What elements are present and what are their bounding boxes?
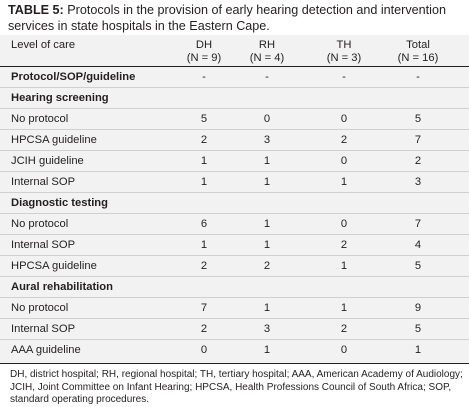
header-dh: DH (N = 9) <box>179 39 229 65</box>
table-row: HPCSA guideline 2 2 1 5 <box>0 256 469 277</box>
table-row: AAA guideline 0 1 0 1 <box>0 340 469 360</box>
cell-dh: 1 <box>200 155 208 167</box>
cell-total: 2 <box>414 155 422 167</box>
cell-rh: - <box>265 71 269 83</box>
header-rh-n: (N = 4) <box>249 52 285 64</box>
cell-dh: 1 <box>200 176 208 188</box>
cell-rh: 1 <box>263 176 271 188</box>
header-total: Total (N = 16) <box>388 39 448 65</box>
row-label: Internal SOP <box>11 239 76 251</box>
cell-rh: 1 <box>263 344 271 356</box>
row-label: Protocol/SOP/guideline <box>11 71 136 83</box>
table-row: JCIH guideline 1 1 0 2 <box>0 151 469 172</box>
table-row: No protocol 5 0 0 5 <box>0 109 469 130</box>
row-label: JCIH guideline <box>11 155 84 167</box>
cell-th: 2 <box>340 323 348 335</box>
table-footnote: DH, district hospital; RH, regional hosp… <box>10 369 463 405</box>
row-label: No protocol <box>11 218 69 230</box>
cell-th: - <box>342 71 346 83</box>
header-rh: RH (N = 4) <box>242 39 292 65</box>
cell-total: 5 <box>414 113 422 125</box>
table-row: No protocol 6 1 0 7 <box>0 214 469 235</box>
cell-rh: 2 <box>263 260 271 272</box>
header-dh-label: DH <box>195 39 213 51</box>
row-label: No protocol <box>11 302 69 314</box>
table-row: No protocol 7 1 1 9 <box>0 298 469 319</box>
cell-th: 0 <box>340 113 348 125</box>
cell-total: 1 <box>414 344 422 356</box>
table-row: HPCSA guideline 2 3 2 7 <box>0 130 469 151</box>
row-label: AAA guideline <box>11 344 81 356</box>
cell-th: 0 <box>340 344 348 356</box>
cell-dh: 1 <box>200 239 208 251</box>
cell-th: 0 <box>340 155 348 167</box>
cell-dh: - <box>202 71 206 83</box>
cell-th: 2 <box>340 134 348 146</box>
cell-th: 1 <box>340 176 348 188</box>
caption-text: Protocols in the provision of early hear… <box>8 3 446 33</box>
cell-th: 0 <box>340 218 348 230</box>
cell-rh: 1 <box>263 218 271 230</box>
cell-total: 3 <box>414 176 422 188</box>
cell-dh: 7 <box>200 302 208 314</box>
row-label: HPCSA guideline <box>11 134 97 146</box>
cell-rh: 1 <box>263 239 271 251</box>
row-label: Hearing screening <box>11 92 109 104</box>
row-label: Diagnostic testing <box>11 197 108 209</box>
cell-rh: 0 <box>263 113 271 125</box>
row-label: Aural rehabilitation <box>11 281 113 293</box>
table-row: Internal SOP 1 1 2 4 <box>0 235 469 256</box>
table-bottom-rule <box>0 363 469 364</box>
cell-rh: 3 <box>263 323 271 335</box>
header-th-label: TH <box>336 39 352 51</box>
cell-total: 7 <box>414 218 422 230</box>
cell-th: 1 <box>340 260 348 272</box>
table-caption: TABLE 5: Protocols in the provision of e… <box>8 2 463 34</box>
cell-dh: 6 <box>200 218 208 230</box>
table-row: Internal SOP 2 3 2 5 <box>0 319 469 340</box>
cell-total: 5 <box>414 260 422 272</box>
table-header-row: Level of care DH (N = 9) RH (N = 4) TH (… <box>0 35 469 67</box>
cell-total: 4 <box>414 239 422 251</box>
row-label: Internal SOP <box>11 323 76 335</box>
cell-total: 5 <box>414 323 422 335</box>
data-table: Level of care DH (N = 9) RH (N = 4) TH (… <box>0 35 469 363</box>
cell-dh: 5 <box>200 113 208 125</box>
row-label: Internal SOP <box>11 176 76 188</box>
caption-label: TABLE 5: <box>8 3 64 17</box>
cell-total: 9 <box>414 302 422 314</box>
table-row: Diagnostic testing <box>0 193 469 214</box>
header-rh-label: RH <box>258 39 276 51</box>
header-total-n: (N = 16) <box>397 52 439 64</box>
cell-th: 1 <box>340 302 348 314</box>
header-th: TH (N = 3) <box>319 39 369 65</box>
cell-rh: 3 <box>263 134 271 146</box>
row-label: No protocol <box>11 113 69 125</box>
table-row: Protocol/SOP/guideline - - - - <box>0 67 469 88</box>
cell-rh: 1 <box>263 155 271 167</box>
cell-th: 2 <box>340 239 348 251</box>
cell-dh: 2 <box>200 134 208 146</box>
cell-dh: 2 <box>200 260 208 272</box>
table-row: Internal SOP 1 1 1 3 <box>0 172 469 193</box>
header-level-of-care: Level of care <box>11 39 76 51</box>
table-row: Aural rehabilitation <box>0 277 469 298</box>
cell-total: - <box>416 71 420 83</box>
header-dh-n: (N = 9) <box>186 52 222 64</box>
table-row: Hearing screening <box>0 88 469 109</box>
header-total-label: Total <box>406 39 430 51</box>
cell-dh: 0 <box>200 344 208 356</box>
cell-total: 7 <box>414 134 422 146</box>
row-label: HPCSA guideline <box>11 260 97 272</box>
cell-dh: 2 <box>200 323 208 335</box>
cell-rh: 1 <box>263 302 271 314</box>
table-body: Protocol/SOP/guideline - - - - Hearing s… <box>0 67 469 360</box>
header-th-n: (N = 3) <box>326 52 362 64</box>
